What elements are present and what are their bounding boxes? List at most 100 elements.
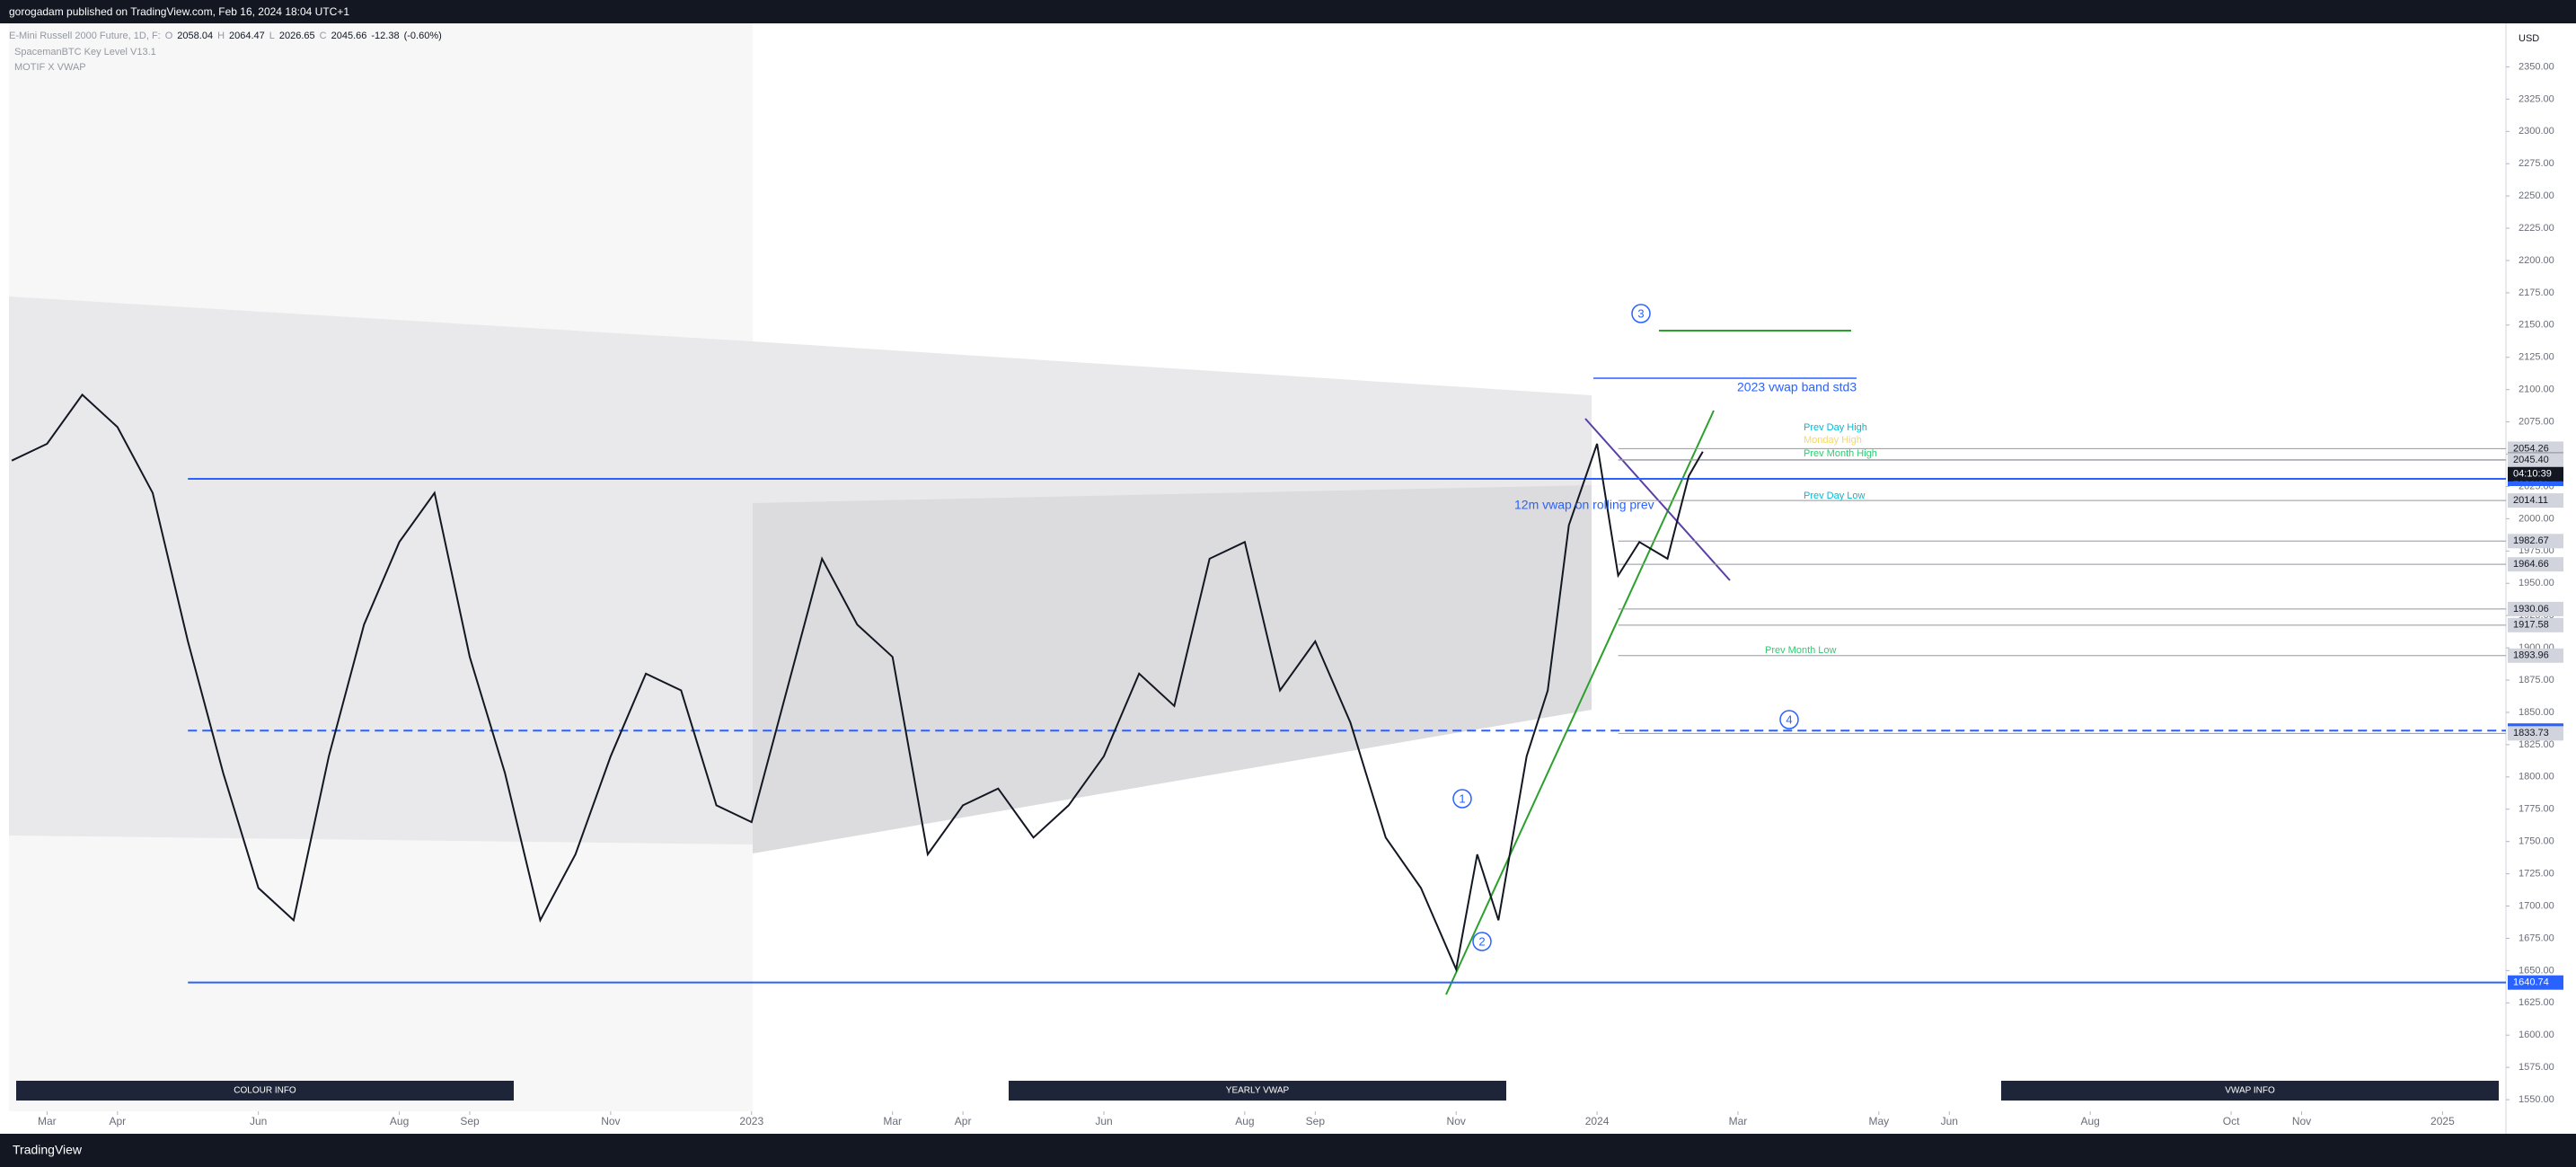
y-tick-label: 2150.00 <box>2519 320 2554 331</box>
x-tick-label: Nov <box>601 1115 620 1127</box>
countdown: 04:10:39 <box>2513 469 2552 480</box>
annotation: Prev Day High <box>1804 422 1867 433</box>
x-tick-label: Aug <box>1235 1115 1254 1127</box>
legend-text: 2045.66 <box>331 31 367 41</box>
marker-label: 3 <box>1637 306 1644 320</box>
x-tick-label: May <box>1869 1115 1890 1127</box>
x-tick-label: Mar <box>1729 1115 1748 1127</box>
countdown-bg <box>2508 466 2563 482</box>
y-tick-label: 1850.00 <box>2519 707 2554 718</box>
y-tick-label: 2275.00 <box>2519 158 2554 169</box>
y-tick-label: 2075.00 <box>2519 417 2554 428</box>
price-label: 2014.11 <box>2513 495 2548 506</box>
legend-text: 2026.65 <box>279 31 315 41</box>
legend-text: (-0.60%) <box>404 31 442 41</box>
y-tick-label: 1675.00 <box>2519 933 2554 943</box>
footer-bar <box>0 1134 2576 1167</box>
annotation: Monday High <box>1804 435 1862 446</box>
price-label: 1982.67 <box>2513 535 2549 546</box>
indicator-name: MOTIF X VWAP <box>14 62 86 73</box>
legend-text: C <box>320 31 327 41</box>
price-label: 1917.58 <box>2513 620 2549 631</box>
y-tick-label: 2100.00 <box>2519 385 2554 395</box>
y-tick-label: 1725.00 <box>2519 868 2554 879</box>
x-tick-label: Oct <box>2223 1115 2240 1127</box>
annotation: 2023 vwap band std3 <box>1737 380 1857 394</box>
price-label-bg <box>2508 534 2563 549</box>
marker-circle <box>1452 789 1472 809</box>
legend-text: E-Mini Russell 2000 Future, 1D, F: <box>9 31 161 41</box>
price-label-bg <box>2508 557 2563 572</box>
y-tick-label: 1950.00 <box>2519 578 2554 588</box>
currency: USD <box>2519 33 2539 44</box>
legend-text: H <box>217 31 225 41</box>
marker-label: 1 <box>1459 791 1465 805</box>
x-tick-label: 2023 <box>739 1115 763 1127</box>
price-label-bg <box>2508 453 2563 468</box>
y-tick-label: 1625.00 <box>2519 997 2554 1008</box>
x-tick-label: Aug <box>2081 1115 2100 1127</box>
y-tick-label: 1750.00 <box>2519 836 2554 847</box>
y-tick-label: 2000.00 <box>2519 513 2554 524</box>
x-tick-label: Jun <box>1095 1115 1112 1127</box>
marker-circle <box>1779 710 1799 729</box>
y-tick-label: 2175.00 <box>2519 287 2554 298</box>
legend-text: 2064.47 <box>229 31 265 41</box>
y-tick-label: 2250.00 <box>2519 190 2554 201</box>
x-tick-label: 2024 <box>1585 1115 1610 1127</box>
annotation: 12m vwap on rolling prev <box>1514 498 1654 512</box>
info-box-label: VWAP INFO <box>2225 1086 2275 1096</box>
info-box-label: YEARLY VWAP <box>1226 1086 1290 1096</box>
y-tick-label: 1800.00 <box>2519 772 2554 782</box>
indicator-name: SpacemanBTC Key Level V13.1 <box>14 47 156 57</box>
y-tick-label: 1875.00 <box>2519 675 2554 685</box>
vwap-band <box>753 485 1592 853</box>
price-label-bg <box>2508 441 2563 456</box>
annotation: Prev Month High <box>1804 448 1877 459</box>
y-tick-label: 1825.00 <box>2519 739 2554 750</box>
marker-circle <box>1472 932 1492 951</box>
legend-text: O <box>165 31 173 41</box>
x-tick-label: Nov <box>2292 1115 2311 1127</box>
header-title: gorogadam published on TradingView.com, … <box>9 5 349 18</box>
x-tick-label: Sep <box>460 1115 480 1127</box>
price-label: 2045.40 <box>2513 455 2549 465</box>
annotation: Prev Day Low <box>1804 491 1866 501</box>
y-tick-label: 2300.00 <box>2519 126 2554 137</box>
legend-text: -12.38 <box>371 31 399 41</box>
y-tick-label: 1575.00 <box>2519 1062 2554 1073</box>
y-tick-label: 1550.00 <box>2519 1094 2554 1105</box>
y-tick-label: 2325.00 <box>2519 93 2554 104</box>
info-box <box>1009 1081 1506 1101</box>
price-label-bg <box>2508 617 2563 632</box>
y-tick-label: 1650.00 <box>2519 965 2554 976</box>
marker-label: 4 <box>1786 712 1792 726</box>
price-label-bg <box>2508 601 2563 616</box>
price-label: 1833.73 <box>2513 728 2549 738</box>
y-tick-label: 2350.00 <box>2519 61 2554 72</box>
y-tick-label: 2200.00 <box>2519 255 2554 266</box>
trend-line <box>1584 418 1731 581</box>
brand: TradingView <box>13 1143 83 1157</box>
info-box-label: COLOUR INFO <box>234 1086 296 1096</box>
price-label-bg <box>2508 648 2563 663</box>
legend-text: L <box>269 31 275 41</box>
marker-label: 2 <box>1478 934 1485 948</box>
price-label-bg <box>2508 493 2563 508</box>
x-tick-label: Sep <box>1306 1115 1326 1127</box>
y-tick-label: 1775.00 <box>2519 804 2554 815</box>
info-box <box>16 1081 514 1101</box>
x-tick-label: Jun <box>250 1115 267 1127</box>
price-label-bg <box>2508 726 2563 741</box>
x-tick-label: Apr <box>109 1115 126 1127</box>
marker-circle <box>1631 304 1651 323</box>
annotation: Prev Month Low <box>1765 645 1837 656</box>
x-tick-label: Aug <box>390 1115 409 1127</box>
price-label: 1964.66 <box>2513 559 2549 570</box>
price-label: 1930.06 <box>2513 604 2549 614</box>
price-label: 1640.74 <box>2513 977 2549 988</box>
y-tick-label: 1600.00 <box>2519 1030 2554 1040</box>
y-tick-label: 2125.00 <box>2519 352 2554 363</box>
legend-text: 2058.04 <box>177 31 213 41</box>
